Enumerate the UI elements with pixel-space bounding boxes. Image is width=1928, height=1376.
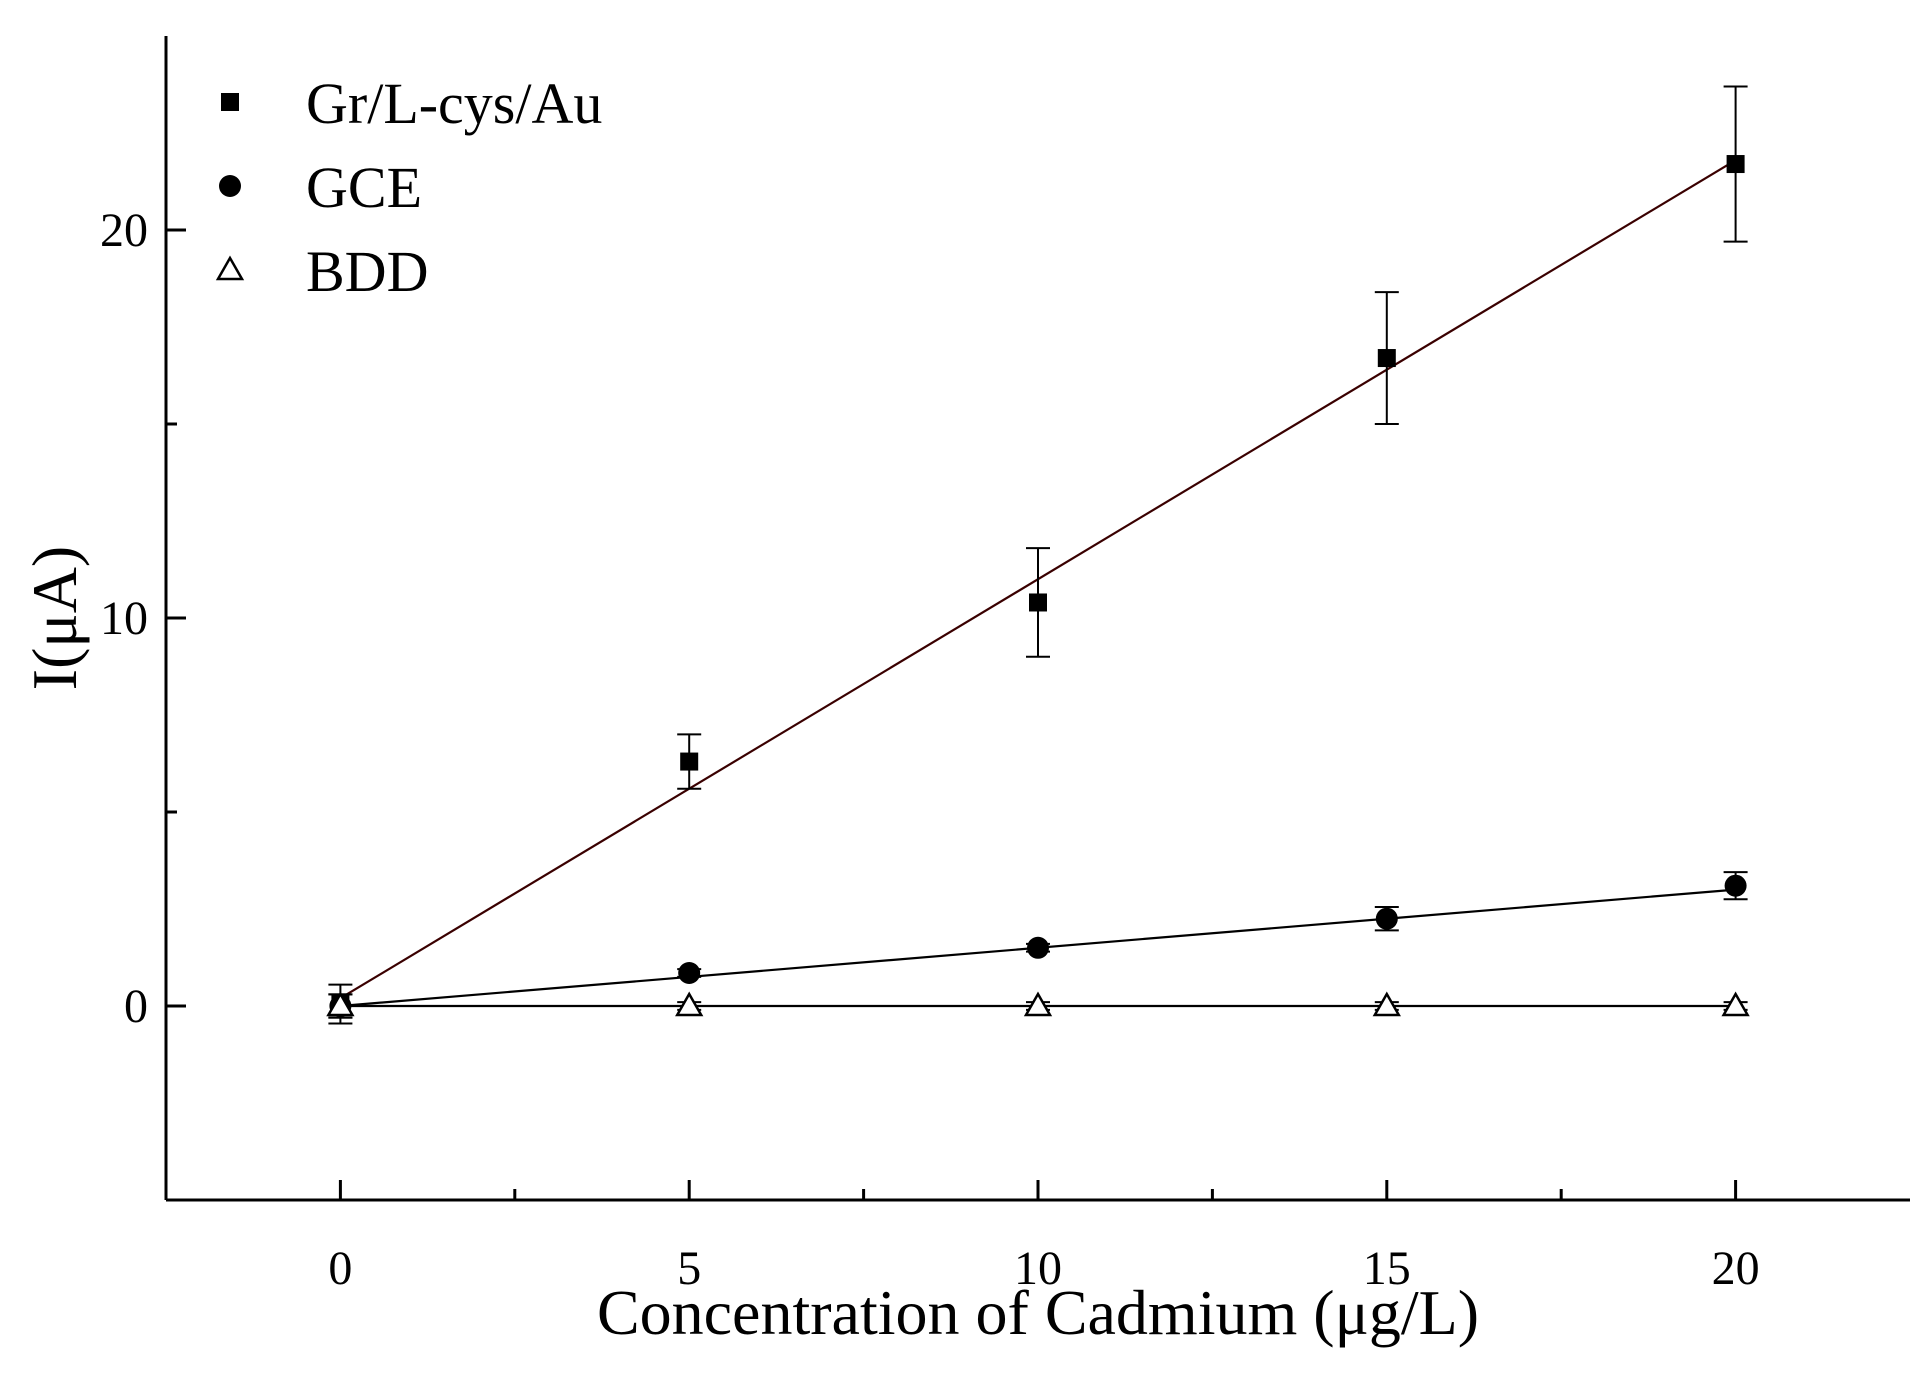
x-axis: 0 5 10 15 20 (328, 1180, 1760, 1295)
point-gce (1724, 874, 1747, 897)
x-axis-title: Concentration of Cadmium (μg/L) (597, 1277, 1479, 1348)
point-bdd (1023, 991, 1053, 1017)
x-tick-label: 10 (1014, 1242, 1062, 1295)
point-bdd (1721, 991, 1750, 1017)
point-gce (1375, 907, 1398, 930)
point-gce (678, 962, 701, 985)
legend-marker-bdd (215, 255, 245, 281)
x-tick-label: 20 (1712, 1242, 1760, 1295)
legend-marker-gce (219, 175, 241, 197)
point-bdd (675, 991, 704, 1017)
point-bdd (326, 991, 355, 1017)
point-gr-l-cys-au (1377, 349, 1396, 368)
y-tick-label: 10 (100, 592, 148, 645)
point-gr-l-cys-au (1726, 155, 1745, 174)
x-tick-label: 15 (1363, 1242, 1411, 1295)
x-tick-label: 5 (677, 1242, 701, 1295)
y-tick-label: 20 (100, 204, 148, 257)
y-axis: 0 10 20 (100, 204, 186, 1202)
legend-label-gce: GCE (306, 155, 422, 220)
point-gce (1027, 936, 1049, 959)
point-gr-l-cys-au (680, 752, 699, 771)
legend-label-gr-l-cys-au: Gr/L-cys/Au (306, 71, 602, 136)
legend-label-bdd: BDD (306, 239, 428, 304)
point-bdd (1372, 991, 1401, 1017)
data-points (326, 155, 1750, 1017)
error-bars (328, 85, 1748, 1025)
y-axis-title: I(μA) (19, 546, 90, 690)
point-gr-l-cys-au (1029, 593, 1047, 612)
y-tick-label: 0 (124, 980, 148, 1033)
legend-marker-gr-l-cys-au (221, 93, 239, 111)
x-tick-label: 0 (328, 1242, 352, 1295)
legend: Gr/L-cys/Au GCE BDD (215, 71, 602, 304)
